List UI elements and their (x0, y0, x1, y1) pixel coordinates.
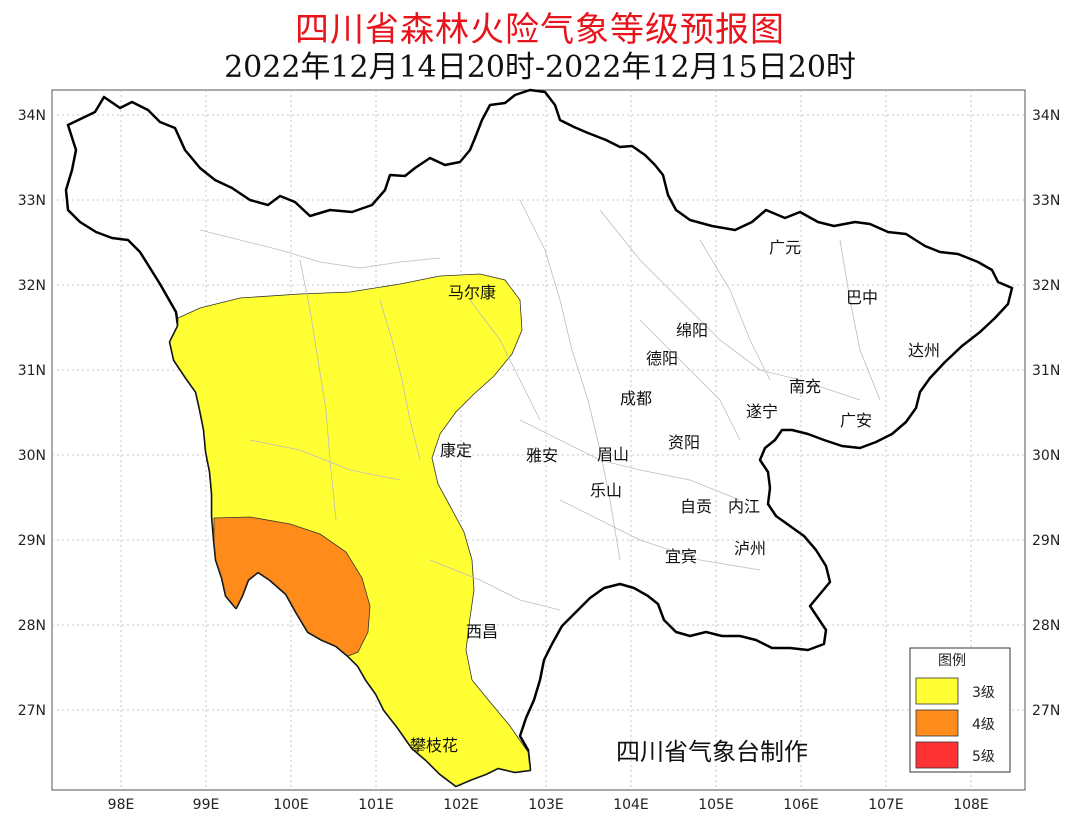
lon-tick-label: 102E (443, 797, 479, 813)
lat-tick-label: 33N (1032, 193, 1060, 209)
city-labels: 广元 巴中 马尔康 绵阳 达州 德阳 南充 成都 遂宁 广安 康定 雅安 眉山 … (410, 238, 940, 755)
lon-tick-label: 103E (528, 797, 564, 813)
lat-tick-labels-right: 34N 33N 32N 31N 30N 29N 28N 27N (1032, 108, 1060, 719)
legend-label-level-5: 5级 (972, 749, 995, 765)
lon-tick-label: 108E (953, 797, 989, 813)
legend-swatch-level-3 (915, 677, 959, 705)
city-label-dazhou: 达州 (908, 341, 940, 360)
lat-tick-labels-left: 34N 33N 32N 31N 30N 29N 28N 27N (18, 108, 46, 719)
city-label-meishan: 眉山 (597, 445, 629, 464)
lat-tick-label: 34N (1032, 108, 1060, 124)
city-label-deyang: 德阳 (646, 349, 678, 368)
lat-tick-label: 34N (18, 108, 46, 124)
legend-swatch-level-5 (915, 741, 959, 769)
legend: 图例 3级 4级 5级 (909, 647, 1011, 773)
city-label-neijiang: 内江 (728, 497, 760, 516)
legend-label-level-3: 3级 (972, 685, 995, 701)
city-label-guangan: 广安 (840, 411, 872, 430)
city-label-bazhong: 巴中 (846, 288, 878, 307)
city-label-yaan: 雅安 (526, 446, 558, 465)
lat-tick-label: 31N (18, 363, 46, 379)
legend-label-level-4: 4级 (972, 717, 995, 733)
zone-level-4 (213, 516, 371, 657)
lon-tick-label: 98E (108, 797, 135, 813)
legend-title: 图例 (938, 653, 966, 669)
city-label-xichang: 西昌 (466, 622, 498, 641)
city-label-nanchong: 南充 (789, 377, 821, 396)
lat-tick-label: 32N (1032, 278, 1060, 294)
lat-tick-label: 32N (18, 278, 46, 294)
lat-tick-label: 29N (18, 533, 46, 549)
lon-tick-label: 107E (868, 797, 904, 813)
map-subtitle: 2022年12月14日20时-2022年12月15日20时 (224, 50, 856, 85)
city-label-maerkang: 马尔康 (448, 283, 496, 302)
lat-tick-label: 33N (18, 193, 46, 209)
city-label-kangding: 康定 (440, 441, 472, 460)
legend-swatch-level-4 (915, 709, 959, 737)
lat-tick-label: 27N (1032, 703, 1060, 719)
city-label-yibin: 宜宾 (665, 547, 697, 566)
city-label-chengdu: 成都 (620, 389, 652, 408)
county-boundaries (199, 199, 881, 611)
lat-tick-label: 29N (1032, 533, 1060, 549)
lat-tick-label: 28N (18, 618, 46, 634)
lat-tick-label: 31N (1032, 363, 1060, 379)
lat-tick-label: 28N (1032, 618, 1060, 634)
lon-tick-label: 99E (193, 797, 220, 813)
lon-tick-label: 101E (358, 797, 394, 813)
lon-tick-label: 104E (613, 797, 649, 813)
producer-credit: 四川省气象台制作 (616, 738, 808, 766)
city-label-panzhihua: 攀枝花 (410, 736, 458, 755)
lat-tick-label: 30N (18, 448, 46, 464)
lat-tick-label: 30N (1032, 448, 1060, 464)
city-label-mianyang: 绵阳 (676, 321, 708, 340)
lon-tick-labels: 98E 99E 100E 101E 102E 103E 104E 105E 10… (108, 797, 989, 813)
lat-tick-label: 27N (18, 703, 46, 719)
zone-level-3 (169, 273, 531, 787)
lon-tick-label: 105E (698, 797, 734, 813)
city-label-ziyang: 资阳 (668, 433, 700, 452)
city-label-guangyuan: 广元 (769, 238, 801, 257)
city-label-zigong: 自贡 (680, 497, 712, 516)
lon-tick-label: 106E (783, 797, 819, 813)
lon-tick-label: 100E (273, 797, 309, 813)
city-label-leshan: 乐山 (590, 481, 622, 500)
map-title: 四川省森林火险气象等级预报图 (295, 10, 785, 50)
city-label-suining: 遂宁 (746, 402, 778, 421)
city-label-luzhou: 泸州 (734, 539, 766, 558)
